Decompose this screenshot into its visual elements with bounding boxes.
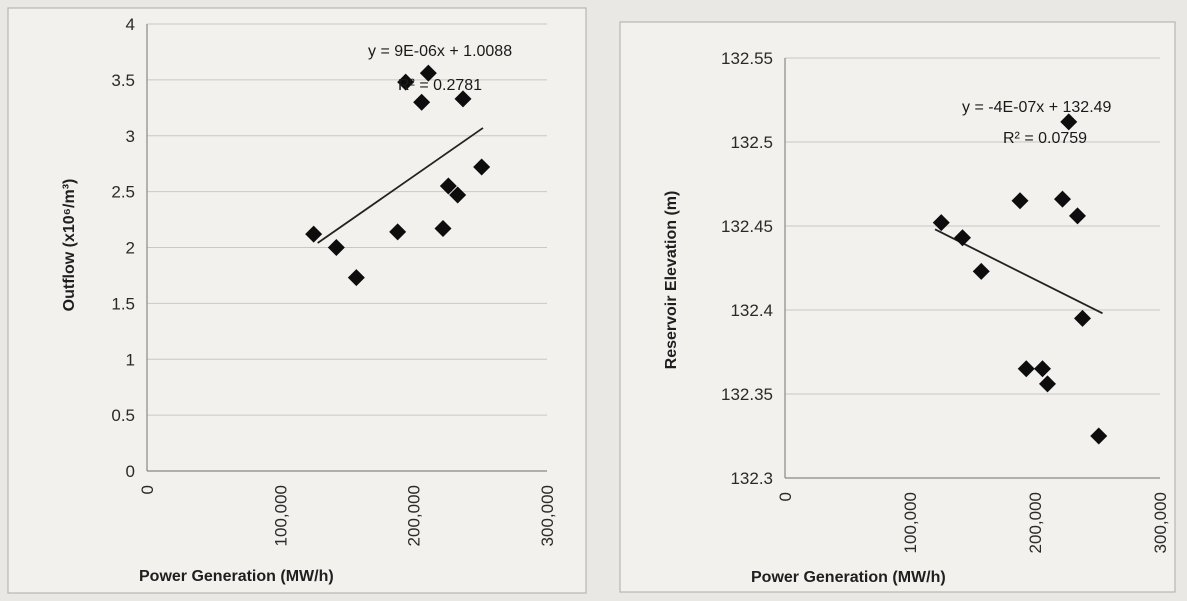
y-tick-labels: 0 0.5 1 1.5 2 2.5 3 3.5 4 bbox=[111, 15, 135, 481]
y-axis-title: Reservoir Elevation (m) bbox=[663, 191, 680, 370]
data-points bbox=[932, 113, 1108, 445]
data-point bbox=[1011, 192, 1029, 210]
x-tick-label: 300,000 bbox=[538, 485, 557, 546]
trendline bbox=[317, 127, 484, 244]
x-tick-label: 0 bbox=[776, 492, 795, 501]
x-axis-title: Power Generation (MW/h) bbox=[139, 568, 334, 585]
data-point bbox=[1039, 375, 1056, 393]
gridlines bbox=[147, 23, 547, 416]
y-axis-title: Outflow (x10⁶/m³) bbox=[61, 179, 78, 312]
data-point bbox=[1069, 207, 1086, 225]
data-point bbox=[473, 158, 491, 176]
data-point bbox=[389, 223, 407, 241]
data-point bbox=[954, 229, 971, 247]
data-points bbox=[305, 64, 491, 287]
data-point bbox=[454, 90, 472, 108]
y-tick-label: 2.5 bbox=[111, 183, 135, 202]
y-tick-label: 2 bbox=[126, 239, 135, 258]
x-axis-title: Power Generation (MW/h) bbox=[751, 569, 946, 586]
data-point bbox=[1090, 427, 1108, 445]
y-tick-label: 1 bbox=[126, 350, 135, 369]
y-tick-labels: 132.3 132.35 132.4 132.45 132.5 132.55 bbox=[721, 49, 773, 488]
data-point bbox=[327, 239, 345, 256]
data-point bbox=[1060, 113, 1078, 131]
data-point bbox=[413, 93, 431, 111]
x-tick-label: 100,000 bbox=[901, 492, 920, 553]
y-tick-label: 132.55 bbox=[721, 49, 773, 68]
r-squared-label: R² = 0.0759 bbox=[1003, 130, 1087, 147]
chart-reservoir-elevation: 132.3 132.35 132.4 132.45 132.5 132.55 0 100,0… bbox=[619, 21, 1176, 593]
y-tick-label: 132.4 bbox=[730, 301, 773, 320]
x-tick-labels: 0 100,000 200,000 300,000 bbox=[776, 492, 1170, 553]
y-tick-label: 3 bbox=[126, 127, 135, 146]
r-squared-label: R² = 0.2781 bbox=[398, 77, 482, 94]
data-point bbox=[1054, 190, 1071, 208]
x-tick-label: 0 bbox=[138, 485, 157, 494]
x-tick-label: 200,000 bbox=[1026, 492, 1045, 553]
y-tick-label: 0.5 bbox=[111, 406, 135, 425]
data-point bbox=[439, 177, 457, 195]
data-point bbox=[347, 269, 365, 287]
data-point bbox=[1074, 309, 1091, 327]
x-tick-label: 100,000 bbox=[271, 485, 290, 546]
y-tick-label: 132.5 bbox=[730, 133, 773, 152]
gridlines bbox=[785, 57, 1160, 395]
data-point bbox=[434, 220, 452, 238]
x-tick-label: 300,000 bbox=[1151, 492, 1170, 553]
y-tick-label: 3.5 bbox=[111, 71, 135, 90]
trendline-equation: y = -4E-07x + 132.49 bbox=[962, 99, 1112, 116]
y-tick-label: 0 bbox=[126, 462, 135, 481]
x-tick-label: 200,000 bbox=[405, 485, 424, 546]
x-tick-labels: 0 100,000 200,000 300,000 bbox=[138, 485, 557, 546]
chart-outflow: 0 0.5 1 1.5 2 2.5 3 3.5 4 0 100,000 200,000 300,000… bbox=[7, 7, 587, 594]
data-point bbox=[932, 214, 950, 232]
y-tick-label: 132.45 bbox=[721, 217, 773, 236]
panel-outflow bbox=[7, 7, 587, 594]
y-tick-label: 1.5 bbox=[111, 294, 135, 313]
y-tick-label: 132.3 bbox=[730, 469, 773, 488]
data-point bbox=[397, 73, 415, 91]
data-point bbox=[449, 186, 467, 204]
data-point bbox=[972, 262, 990, 280]
data-point bbox=[1034, 360, 1051, 378]
data-point bbox=[305, 225, 323, 243]
data-point bbox=[1017, 360, 1035, 378]
trendline-equation: y = 9E-06x + 1.0088 bbox=[368, 43, 512, 60]
y-tick-label: 132.35 bbox=[721, 385, 773, 404]
panel-reservoir-elevation bbox=[619, 21, 1176, 593]
y-tick-label: 4 bbox=[126, 15, 135, 34]
data-point bbox=[419, 64, 437, 82]
